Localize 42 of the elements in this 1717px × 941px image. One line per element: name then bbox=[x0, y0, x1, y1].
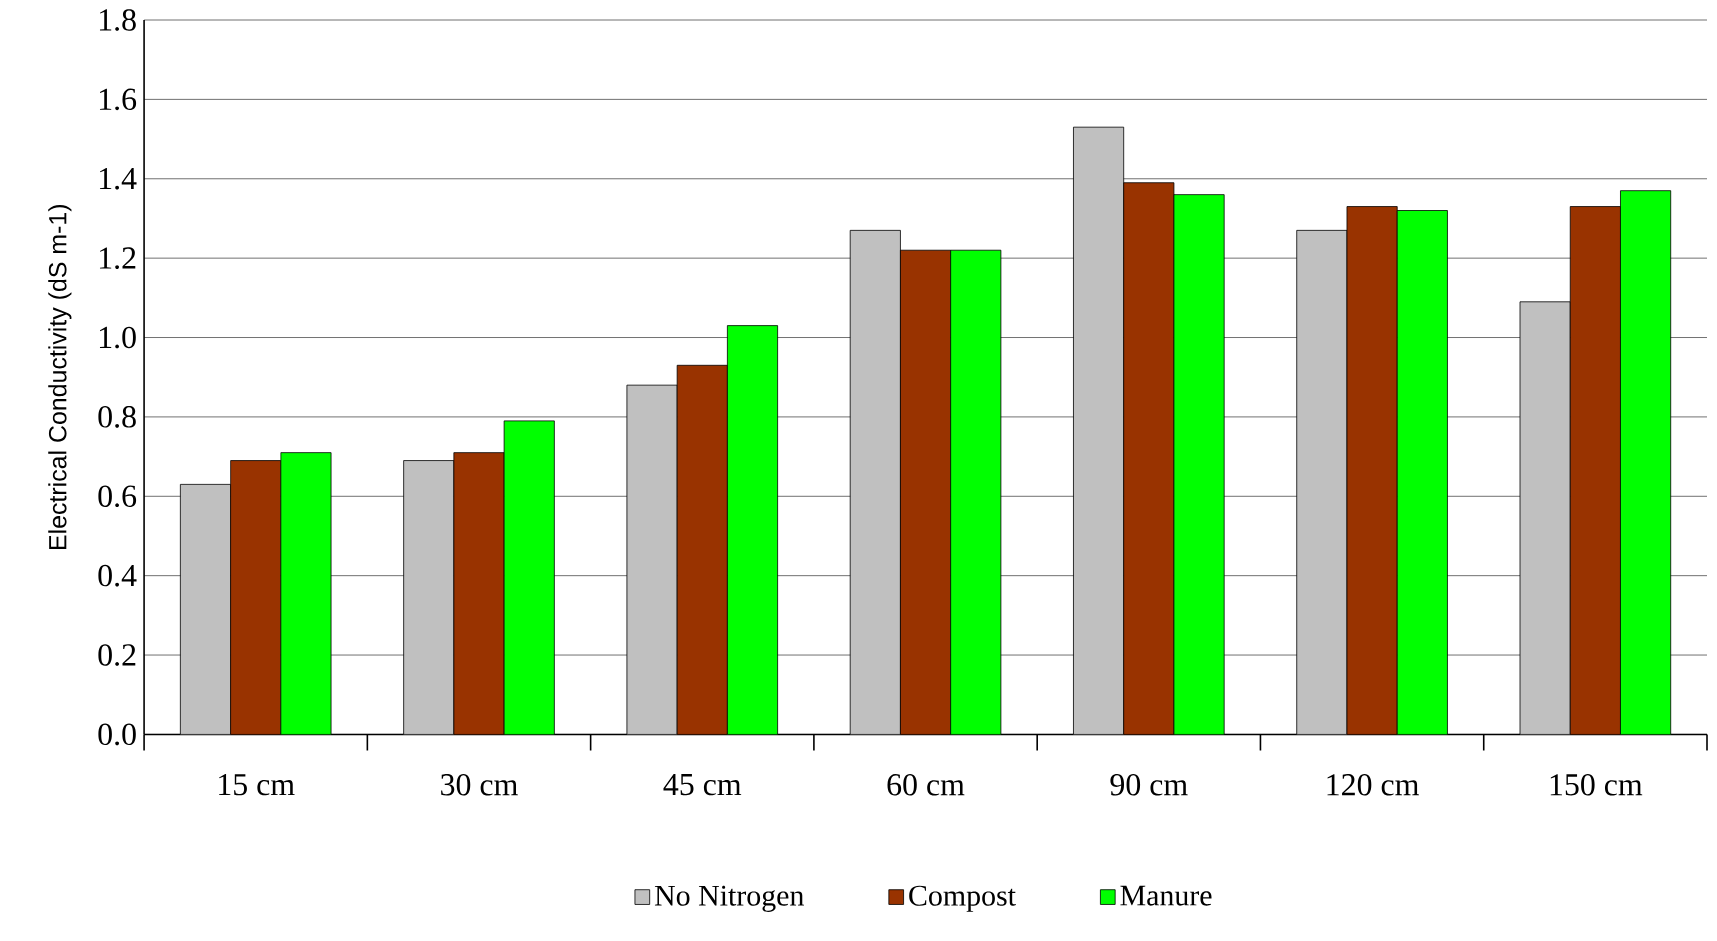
bar bbox=[280, 452, 332, 735]
y-tick-label: 1.2 bbox=[99, 247, 136, 270]
bar bbox=[1296, 230, 1348, 735]
y-tick-label: 0.6 bbox=[98, 485, 137, 508]
bar bbox=[1396, 210, 1448, 735]
bar bbox=[1346, 206, 1398, 735]
bar bbox=[1073, 126, 1125, 735]
bar bbox=[403, 460, 455, 735]
x-tick-label: 15 cm bbox=[219, 774, 295, 796]
y-axis-title: Electrical Conductivity (dS m-1) bbox=[48, 205, 72, 550]
x-tick-label: 120 cm bbox=[1327, 774, 1419, 796]
y-tick-label: 1.0 bbox=[99, 326, 136, 349]
y-tick-label: 0.2 bbox=[98, 644, 136, 667]
y-tick-label: 0.4 bbox=[98, 565, 137, 587]
bar bbox=[1620, 190, 1672, 735]
x-tick-label: 90 cm bbox=[1110, 774, 1188, 796]
x-tick-label: 30 cm bbox=[441, 774, 518, 796]
y-tick-label: 1.4 bbox=[99, 168, 137, 190]
x-tick-label: 150 cm bbox=[1550, 774, 1643, 796]
y-tick-label: 0.8 bbox=[98, 406, 136, 428]
y-tick-label: 1.8 bbox=[99, 9, 136, 32]
bar bbox=[676, 365, 728, 735]
bar bbox=[1519, 301, 1571, 735]
legend-label: Manure bbox=[1120, 886, 1212, 906]
bar bbox=[230, 460, 282, 735]
bar bbox=[950, 250, 1002, 735]
bar bbox=[453, 452, 505, 735]
bar bbox=[900, 250, 952, 735]
x-tick-label: 60 cm bbox=[887, 774, 965, 796]
bar bbox=[1173, 194, 1225, 735]
bar bbox=[1123, 182, 1175, 735]
x-tick-label: 45 cm bbox=[663, 774, 742, 796]
bar bbox=[1569, 206, 1621, 735]
y-tick-label: 0.0 bbox=[98, 723, 136, 746]
legend-label: No Nitrogen bbox=[654, 885, 804, 913]
bar bbox=[179, 484, 231, 735]
y-tick-label: 1.6 bbox=[99, 88, 137, 111]
bar bbox=[626, 384, 678, 735]
bar bbox=[849, 230, 901, 735]
bar bbox=[503, 420, 555, 735]
legend-label: Compost bbox=[909, 885, 1016, 913]
bar bbox=[726, 325, 779, 735]
